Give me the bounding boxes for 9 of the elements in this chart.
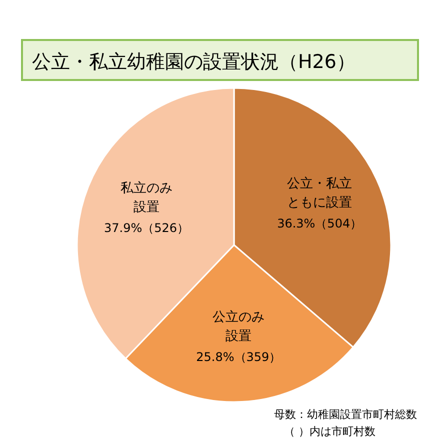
data-label: 37.9%（526）	[104, 220, 190, 235]
data-label: 25.8%（359）	[196, 350, 282, 364]
slice-label: 私立のみ設置	[120, 180, 173, 215]
data-label: 36.3%（504）	[277, 216, 362, 231]
chart-title: 公立・私立幼稚園の設置状況（H26）	[32, 51, 356, 73]
text: （ ）内は市町村数	[284, 425, 376, 438]
slice-label: 公立のみ設置	[212, 309, 265, 344]
text: 母数：幼稚園設置市町村総数	[274, 408, 417, 421]
slice-label: 公立・私立ともに設置	[287, 176, 352, 211]
